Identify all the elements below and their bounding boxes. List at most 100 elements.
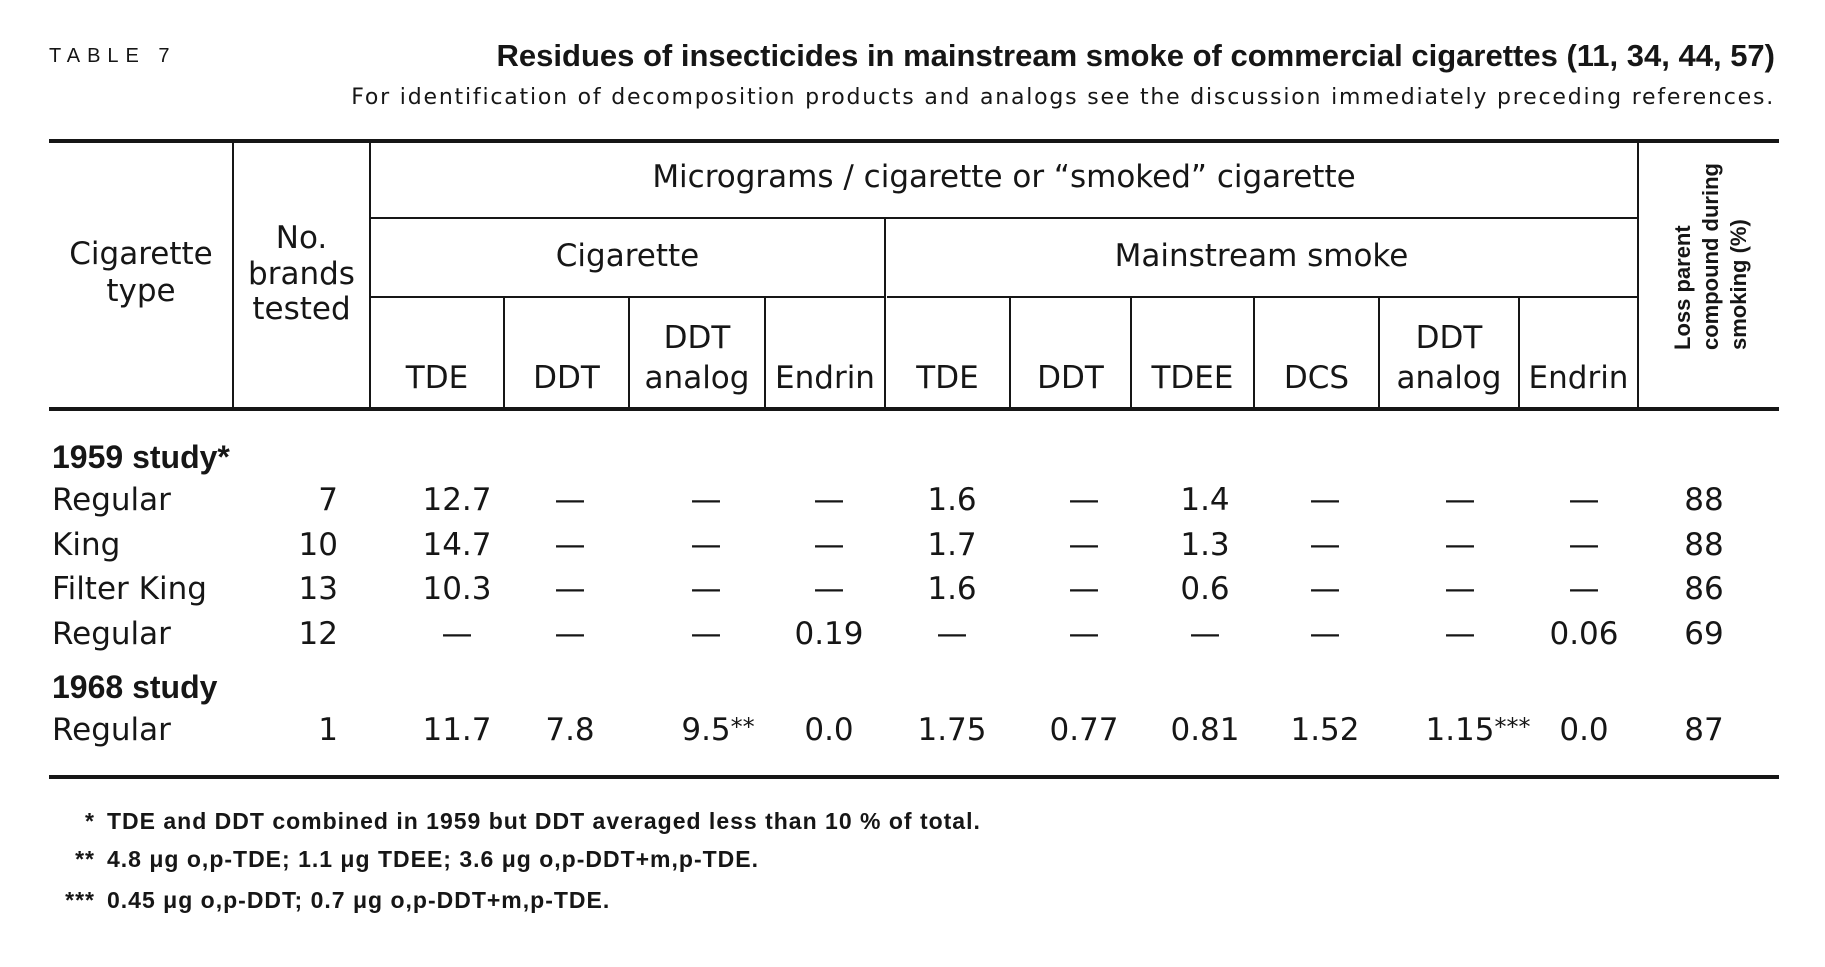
- smoke-endrin-cell: —: [1568, 482, 1600, 518]
- brands-tested-cell: 12: [298, 615, 338, 652]
- smoke-tdee-cell: —: [1189, 615, 1221, 652]
- col-header-cig-ddt-analog: DDT analog: [629, 318, 765, 398]
- footnote: *** 0.45 μg o,p-DDT; 0.7 μg o,p-DDT+m,p-…: [0, 885, 1200, 915]
- brands-tested-cell: 7: [318, 482, 338, 518]
- header-line: DDT: [533, 360, 600, 396]
- cell-value: 1.15 ***: [1425, 712, 1531, 748]
- subcolumn-divider: [1130, 298, 1132, 408]
- smoke-tde-cell: 1.7: [927, 526, 977, 563]
- smoke-dcs-cell: —: [1309, 482, 1341, 518]
- cig-endrin-cell: —: [813, 526, 845, 563]
- smoke-group-rule: [887, 296, 1637, 298]
- brands-tested-cell: 1: [318, 712, 338, 748]
- loss-percent-cell: 88: [1684, 482, 1724, 518]
- header-line: type: [106, 273, 176, 309]
- column-divider: [884, 219, 886, 409]
- footnote: * TDE and DDT combined in 1959 but DDT a…: [0, 806, 1200, 836]
- table-bottom-rule: [49, 775, 1779, 779]
- cigarette-type-cell: King: [52, 526, 121, 563]
- brands-tested-cell: 10: [298, 526, 338, 563]
- col-header-smoke-dcs: DCS: [1254, 318, 1379, 398]
- footnote-text: TDE and DDT combined in 1959 but DDT ave…: [107, 808, 981, 834]
- header-line: TDEE: [1151, 360, 1234, 396]
- subcolumn-divider: [1518, 298, 1520, 408]
- col-header-cig-ddt: DDT: [504, 318, 629, 398]
- smoke-tde-cell: 1.75: [917, 712, 987, 748]
- footnote-text: 4.8 μg o,p-TDE; 1.1 μg TDEE; 3.6 μg o,p-…: [107, 846, 759, 872]
- cig-ddt-analog-cell: 9.5 **: [606, 710, 806, 750]
- smoke-ddt-analog-cell: 1.15 ***: [1360, 710, 1560, 750]
- footnote-reference: **: [730, 713, 755, 741]
- loss-percent-cell: 87: [1684, 712, 1724, 748]
- cig-ddt-analog-cell: —: [690, 571, 722, 607]
- smoke-ddt-cell: —: [1068, 571, 1100, 607]
- cig-tde-cell: 11.7: [422, 712, 492, 748]
- col-header-smoke-tde: TDE: [885, 318, 1010, 398]
- col-header-smoke-ddt: DDT: [1010, 318, 1131, 398]
- col-header-smoke-tdee: TDEE: [1131, 318, 1254, 398]
- loss-percent-cell: 69: [1684, 615, 1724, 652]
- header-line: Endrin: [775, 360, 875, 396]
- smoke-tdee-cell: 0.6: [1180, 571, 1230, 607]
- header-line: brands: [248, 255, 355, 292]
- cigarette-type-header: Cigarette type: [49, 236, 233, 310]
- column-divider: [369, 141, 371, 409]
- col-header-cig-endrin: Endrin: [765, 318, 885, 398]
- footnote-text: 0.45 μg o,p-DDT; 0.7 μg o,p-DDT+m,p-TDE.: [107, 887, 611, 913]
- smoke-tdee-cell: 0.81: [1170, 712, 1240, 748]
- smoke-ddt-analog-cell: —: [1444, 482, 1476, 518]
- col-header-smoke-endrin: Endrin: [1519, 318, 1638, 398]
- header-line: Cigarette: [69, 236, 213, 272]
- col-header-smoke-ddt-analog: DDT analog: [1379, 318, 1519, 398]
- cigarette-type-cell: Regular: [52, 712, 171, 748]
- col-header-cig-tde: TDE: [370, 318, 504, 398]
- cigarette-type-cell: Regular: [52, 482, 171, 518]
- header-line: analog: [1396, 360, 1502, 396]
- header-line: DCS: [1283, 360, 1350, 396]
- header-line: tested: [252, 291, 351, 327]
- smoke-dcs-cell: —: [1309, 571, 1341, 607]
- cig-ddt-cell: —: [554, 571, 586, 607]
- smoke-ddt-cell: —: [1068, 526, 1100, 563]
- cig-ddt-cell: —: [554, 615, 586, 652]
- cig-ddt-analog-cell: —: [690, 615, 722, 652]
- table-number: TABLE 7: [49, 45, 177, 67]
- column-divider: [1637, 141, 1639, 409]
- loss-header: Loss parent compound during smoking (%): [1669, 150, 1753, 350]
- cig-endrin-cell: 0.19: [794, 615, 864, 652]
- header-line: analog: [644, 360, 750, 396]
- loss-percent-cell: 88: [1684, 526, 1724, 563]
- cigarette-type-cell: Regular: [52, 615, 171, 652]
- header-line: Loss parent: [1670, 225, 1695, 350]
- cigarette-group-rule: [371, 296, 884, 298]
- loss-percent-cell: 86: [1684, 571, 1724, 607]
- study-label: 1959 study*: [52, 439, 230, 475]
- cell-value: 9.5 **: [681, 712, 755, 748]
- smoke-dcs-cell: —: [1309, 526, 1341, 563]
- subcolumn-divider: [628, 298, 630, 408]
- smoke-endrin-cell: —: [1568, 571, 1600, 607]
- smoke-ddt-cell: —: [1068, 482, 1100, 518]
- subcolumn-divider: [1378, 298, 1380, 408]
- footnote-reference: ***: [1494, 713, 1531, 741]
- column-divider: [232, 141, 234, 409]
- smoke-group-header: Mainstream smoke: [1114, 238, 1409, 274]
- units-header: Micrograms / cigarette or “smoked” cigar…: [652, 159, 1356, 195]
- smoke-tde-cell: —: [936, 615, 968, 652]
- header-line: TDE: [405, 360, 469, 396]
- smoke-endrin-cell: 0.0: [1559, 712, 1609, 748]
- table-subtitle: For identification of decomposition prod…: [351, 85, 1775, 110]
- brands-tested-header: No. brands tested: [233, 220, 370, 328]
- cig-ddt-analog-cell: —: [690, 482, 722, 518]
- cig-endrin-cell: 0.0: [804, 712, 854, 748]
- table-top-rule: [49, 139, 1779, 143]
- smoke-dcs-cell: 1.52: [1290, 712, 1360, 748]
- cig-ddt-analog-cell: —: [690, 526, 722, 563]
- header-bottom-rule: [49, 407, 1779, 411]
- brands-tested-cell: 13: [298, 571, 338, 607]
- units-rule: [371, 217, 1637, 219]
- header-line: DDT: [663, 320, 731, 356]
- cig-ddt-cell: —: [554, 482, 586, 518]
- cigarette-group-header: Cigarette: [555, 238, 700, 274]
- subcolumn-divider: [1009, 298, 1011, 408]
